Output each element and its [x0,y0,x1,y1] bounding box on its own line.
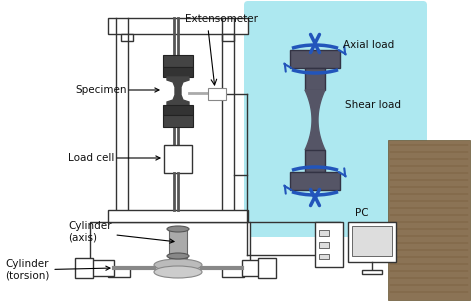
Bar [362,270,382,274]
Bar [348,222,396,262]
Polygon shape [167,77,189,105]
Text: Cylinder
(axis): Cylinder (axis) [68,221,174,243]
Bar [75,258,93,278]
Polygon shape [305,90,325,150]
Text: Axial load: Axial load [343,40,394,50]
Bar [242,260,266,276]
Text: PC: PC [355,208,369,218]
Bar [319,254,329,259]
Bar [290,172,340,190]
Bar [315,222,343,267]
Bar [290,50,340,68]
FancyBboxPatch shape [244,1,427,237]
Bar [90,260,114,276]
Text: Extensometer: Extensometer [185,14,258,24]
Bar [90,222,250,267]
Bar [258,258,276,278]
Ellipse shape [167,226,189,232]
Text: Specimen: Specimen [75,85,159,95]
Bar [305,150,325,172]
Bar [208,88,226,100]
Bar [163,115,193,127]
Bar [222,34,234,41]
Ellipse shape [167,253,189,259]
Bar [108,210,248,222]
Bar [108,267,130,277]
Text: Load cell: Load cell [68,153,160,163]
Ellipse shape [154,266,202,278]
Ellipse shape [154,259,202,271]
Bar [388,140,470,300]
Bar [163,67,193,77]
Text: Shear load: Shear load [345,100,401,110]
Bar [319,230,329,236]
Bar [163,105,193,115]
Bar [121,34,133,41]
Bar [169,228,187,258]
Bar [222,267,244,277]
Bar [108,18,248,34]
Bar [319,242,329,248]
Bar [164,145,192,173]
Bar [163,55,193,67]
Bar [305,68,325,90]
Text: Cylinder
(torsion): Cylinder (torsion) [5,259,110,281]
Bar [352,226,392,256]
